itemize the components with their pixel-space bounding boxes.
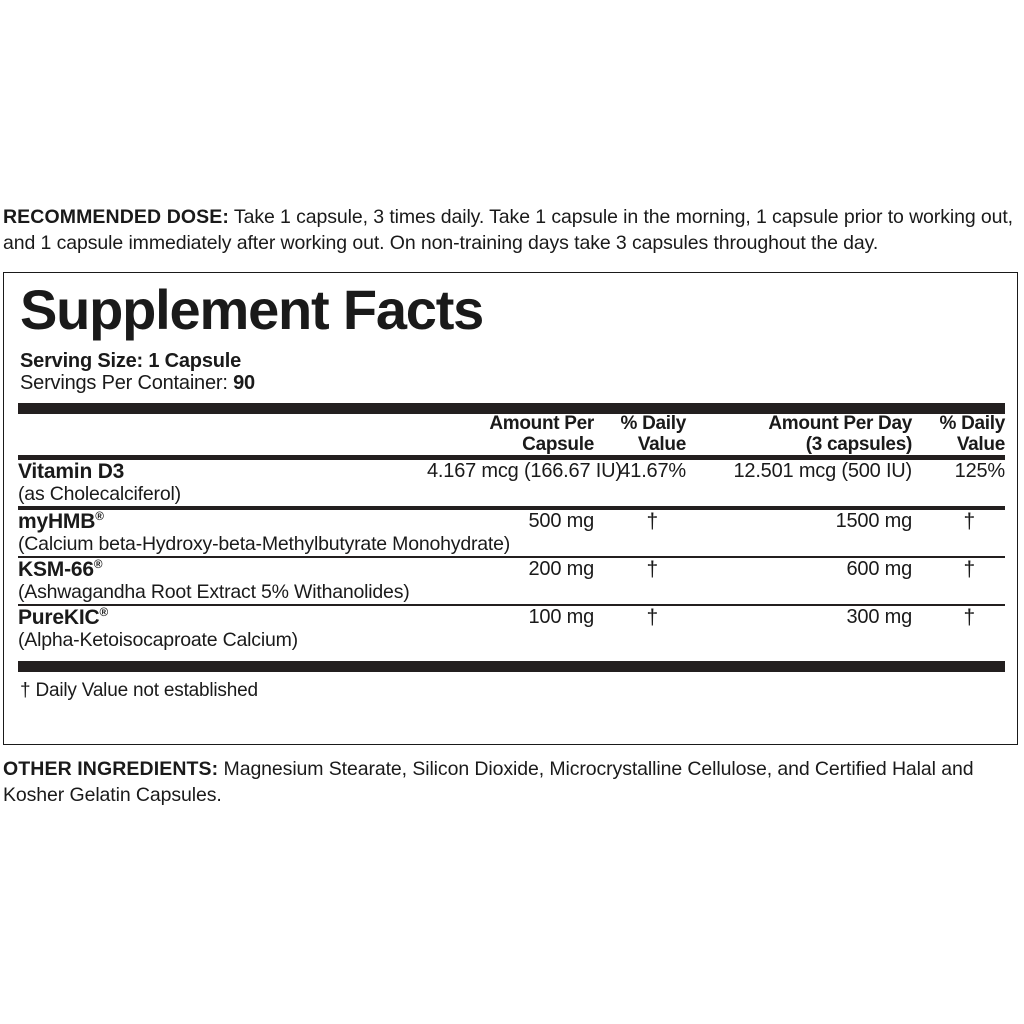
- dv-capsule-value: 41.67%: [619, 460, 686, 482]
- dv-day-value: 125%: [954, 460, 1006, 482]
- amount-per-day-value: 12.501 mcg (500 IU): [733, 460, 912, 482]
- header-cell-amount-per-capsule: Amount Per Capsule: [427, 413, 594, 455]
- amount-per-day-value: 1500 mg: [835, 510, 913, 532]
- table-row: myHMB® (Calcium beta-Hydroxy-beta-Methyl…: [18, 510, 1005, 556]
- dv-day-value: †: [963, 558, 976, 581]
- ingredient-subtitle: (Ashwagandha Root Extract 5% Withanolide…: [18, 581, 410, 603]
- ingredient-name-cell: myHMB® (Calcium beta-Hydroxy-beta-Methyl…: [18, 510, 511, 556]
- header-line2: Value: [956, 433, 1005, 455]
- amount-per-day-value: 300 mg: [846, 606, 912, 628]
- header-line1: Amount Per Day: [768, 413, 912, 434]
- other-ingredients-block: OTHER INGREDIENTS: Magnesium Stearate, S…: [3, 757, 1018, 808]
- supplement-facts-inner: Supplement Facts Serving Size: 1 Capsule…: [18, 273, 1005, 702]
- amount-per-day-value: 600 mg: [846, 558, 912, 580]
- recommended-dose-block: RECOMMENDED DOSE: Take 1 capsule, 3 time…: [3, 205, 1018, 256]
- table-header-row: Amount Per Capsule % Daily Value Amount …: [18, 413, 1006, 455]
- dv-capsule-value: †: [646, 606, 659, 629]
- page-title: Supplement Facts: [20, 278, 484, 341]
- nutrition-rows-table-4: PureKIC® (Alpha-Ketoisocaproate Calcium)…: [18, 606, 1005, 652]
- header-cell-dv-capsule: % Daily Value: [594, 413, 687, 455]
- ingredient-name-cell: Vitamin D3 (as Cholecalciferol): [18, 460, 427, 506]
- header-cell-dv-day: % Daily Value: [912, 413, 1006, 455]
- row-divider-rule-3: [18, 604, 1005, 606]
- nutrition-rows-table-3: KSM-66® (Ashwagandha Root Extract 5% Wit…: [18, 558, 1005, 604]
- other-ingredients-text: Magnesium Stearate, Silicon Dioxide, Mic…: [3, 758, 974, 806]
- ingredient-subtitle: (Alpha-Ketoisocaproate Calcium): [18, 629, 298, 651]
- header-cell-blank: [18, 414, 427, 455]
- ingredient-name: KSM-66: [18, 558, 94, 581]
- other-ingredients-label: OTHER INGREDIENTS:: [3, 758, 219, 780]
- recommended-dose-text: Take 1 capsule, 3 times daily. Take 1 ca…: [3, 206, 1014, 254]
- table-row: Vitamin D3 (as Cholecalciferol) 4.167 mc…: [18, 460, 1005, 506]
- amount-per-capsule-value: 200 mg: [528, 558, 594, 580]
- nutrition-table: Amount Per Capsule % Daily Value Amount …: [18, 413, 1006, 455]
- header-line1: % Daily: [620, 413, 687, 434]
- table-row: PureKIC® (Alpha-Ketoisocaproate Calcium)…: [18, 606, 1005, 652]
- servings-per-container-line: Servings Per Container: 90: [20, 372, 1005, 394]
- servings-per-container-label: Servings Per Container:: [20, 372, 228, 394]
- servings-per-container-value: 90: [227, 372, 255, 394]
- header-line2: Capsule: [522, 433, 594, 455]
- serving-size-value: 1 Capsule: [143, 350, 242, 372]
- registered-mark: ®: [93, 558, 103, 571]
- daily-value-footnote: † Daily Value not established: [20, 680, 258, 701]
- ingredient-name: myHMB: [18, 510, 96, 533]
- header-cell-amount-per-day: Amount Per Day (3 capsules): [686, 413, 913, 455]
- nutrition-rows-table: Vitamin D3 (as Cholecalciferol) 4.167 mc…: [18, 460, 1005, 506]
- ingredient-subtitle: (as Cholecalciferol): [18, 483, 181, 505]
- amount-per-capsule-value: 500 mg: [528, 510, 594, 532]
- header-line1: % Daily: [939, 413, 1006, 434]
- table-row: KSM-66® (Ashwagandha Root Extract 5% Wit…: [18, 558, 1005, 604]
- ingredient-subtitle: (Calcium beta-Hydroxy-beta-Methylbutyrat…: [18, 533, 511, 555]
- recommended-dose-label: RECOMMENDED DOSE:: [3, 206, 229, 228]
- serving-size-label: Serving Size:: [20, 350, 143, 372]
- dv-day-value: †: [963, 510, 976, 533]
- dv-capsule-value: †: [646, 510, 659, 533]
- ingredient-name-cell: PureKIC® (Alpha-Ketoisocaproate Calcium): [18, 606, 427, 652]
- dv-capsule-value: †: [646, 558, 659, 581]
- header-line2: (3 capsules): [805, 433, 913, 455]
- registered-mark: ®: [99, 606, 108, 619]
- registered-mark: ®: [95, 510, 104, 523]
- header-bottom-rule: [18, 455, 1005, 460]
- ingredient-name: PureKIC: [18, 606, 100, 629]
- serving-size-line: Serving Size: 1 Capsule: [20, 350, 1005, 372]
- bottom-divider-bar: [18, 661, 1005, 672]
- amount-per-capsule-value: 100 mg: [528, 606, 594, 628]
- row-divider-rule-1: [18, 506, 1005, 510]
- ingredient-name: Vitamin D3: [18, 460, 125, 483]
- top-divider-bar: [18, 403, 1005, 414]
- amount-per-capsule-value: 4.167 mcg (166.67 IU): [427, 460, 622, 482]
- row-divider-rule-2: [18, 556, 1005, 558]
- header-line2: Value: [637, 433, 686, 455]
- dv-day-value: †: [963, 606, 976, 629]
- header-line1: Amount Per: [489, 413, 594, 434]
- nutrition-rows-table-2: myHMB® (Calcium beta-Hydroxy-beta-Methyl…: [18, 510, 1005, 556]
- supplement-facts-panel: Supplement Facts Serving Size: 1 Capsule…: [3, 272, 1018, 745]
- ingredient-name-cell: KSM-66® (Ashwagandha Root Extract 5% Wit…: [18, 558, 427, 604]
